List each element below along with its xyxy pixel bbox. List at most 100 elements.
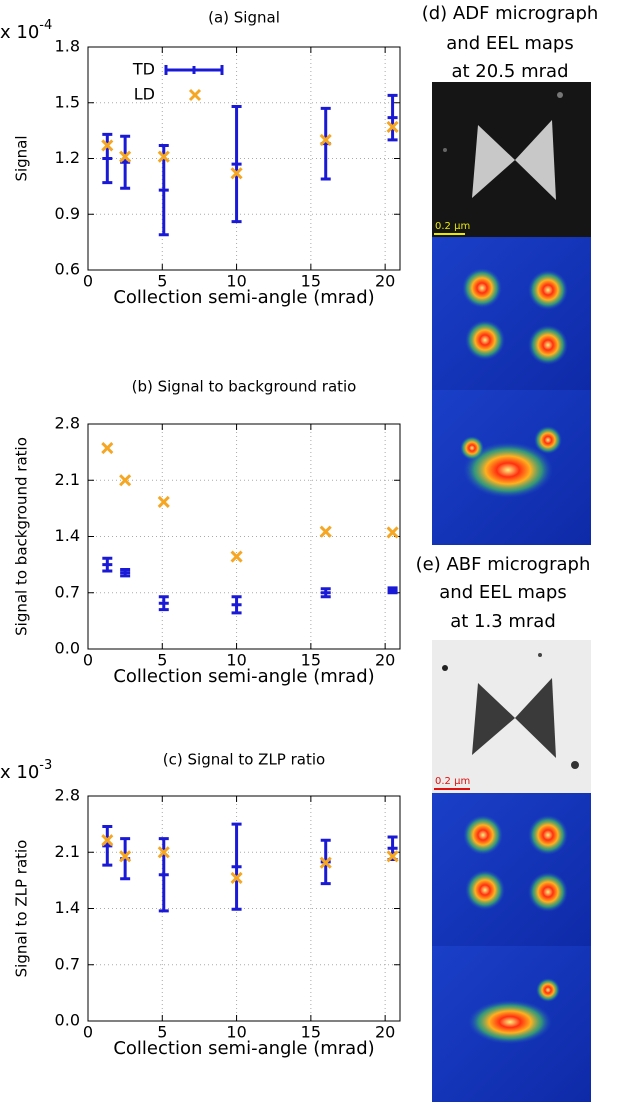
- eel-map: [432, 237, 591, 390]
- ld-marker: [386, 120, 399, 133]
- chart-title: (b) Signal to background ratio: [132, 378, 357, 396]
- y-multiplier-exponent: -3: [39, 758, 52, 773]
- x-axis-label: Collection semi-angle (mrad): [113, 1038, 374, 1059]
- x-tick-label: 0: [83, 272, 93, 291]
- error-bar: [320, 587, 331, 599]
- x-tick-label: 15: [301, 272, 321, 291]
- chart-title: (c) Signal to ZLP ratio: [163, 751, 325, 769]
- panel-title: at 1.3 mrad: [450, 611, 556, 632]
- y-tick-label: 1.5: [55, 92, 80, 111]
- ld-marker: [230, 167, 243, 180]
- panel-title: and EEL maps: [439, 582, 566, 603]
- x-tick-label: 5: [157, 1023, 167, 1042]
- chart: (b) Signal to background ratio Signal to …: [13, 378, 401, 687]
- ld-marker: [319, 856, 332, 869]
- y-multiplier-base: x 10: [0, 22, 39, 43]
- error-bar: [102, 556, 113, 573]
- error-bar: [231, 822, 242, 911]
- y-axis-label: Signal: [13, 135, 31, 181]
- ld-marker: [101, 139, 114, 152]
- chart-title: (a) Signal: [208, 9, 280, 27]
- x-tick-label: 15: [301, 1023, 321, 1042]
- y-tick-label: 2.1: [55, 470, 80, 489]
- chart: (a) Signal x 10-4 Signal Collection semi-an…: [0, 9, 401, 308]
- y-tick-label: 0.6: [55, 260, 80, 279]
- abf-image: 0.2 μm: [432, 640, 591, 793]
- error-bar: [158, 143, 169, 237]
- ld-marker: [157, 150, 170, 163]
- x-tick-label: 20: [375, 651, 395, 670]
- error-bar: [102, 132, 113, 185]
- y-tick-label: 0.0: [55, 639, 80, 658]
- scale-bar-label: 0.2 μm: [435, 221, 470, 232]
- plot-frame: [87, 423, 401, 650]
- y-multiplier-base: x 10: [0, 762, 39, 783]
- y-tick-label: 0.0: [55, 1011, 80, 1030]
- eel-map: [432, 793, 591, 946]
- eel-map: [432, 390, 591, 545]
- legend-label: LD: [134, 85, 155, 104]
- adf-image: 0.2 μm: [432, 82, 591, 237]
- legend-swatch: [164, 65, 224, 75]
- x-tick-label: 10: [226, 1023, 246, 1042]
- legend-swatch: [188, 88, 202, 102]
- ld-marker: [101, 834, 114, 847]
- y-axis-label: Signal to ZLP ratio: [13, 840, 31, 978]
- ld-marker: [386, 850, 399, 863]
- y-tick-label: 2.8: [55, 414, 80, 433]
- y-tick-label: 2.1: [55, 842, 80, 861]
- panel-title: at 20.5 mrad: [452, 61, 569, 82]
- y-tick-label: 0.7: [55, 582, 80, 601]
- ld-marker: [319, 133, 332, 146]
- y-tick-label: 1.4: [55, 526, 80, 545]
- error-bar: [102, 825, 113, 867]
- chart: (c) Signal to ZLP ratio x 10-3 Signal to Z…: [0, 751, 401, 1059]
- plot-frame: [87, 795, 401, 1022]
- panel-title: (d) ADF micrograph: [422, 3, 599, 24]
- y-axis-label: Signal to background ratio: [13, 437, 31, 636]
- error-bar: [158, 837, 169, 913]
- ld-marker: [119, 474, 132, 487]
- panel-title: (e) ABF micrograph: [416, 554, 591, 575]
- y-tick-label: 1.2: [55, 148, 80, 167]
- error-bar: [158, 595, 169, 612]
- plot-frame: [87, 46, 401, 271]
- ld-marker: [101, 442, 114, 455]
- legend-label: TD: [132, 60, 155, 79]
- error-bar: [231, 595, 242, 615]
- error-bar: [231, 104, 242, 224]
- y-tick-label: 2.8: [55, 786, 80, 805]
- error-bar: [320, 106, 331, 181]
- x-tick-label: 5: [157, 651, 167, 670]
- error-bar: [120, 837, 131, 881]
- x-tick-label: 0: [83, 1023, 93, 1042]
- x-axis-label: Collection semi-angle (mrad): [113, 287, 374, 308]
- y-multiplier-exponent: -4: [39, 18, 52, 33]
- x-tick-label: 20: [375, 1023, 395, 1042]
- y-multiplier: x 10-4: [0, 18, 52, 44]
- x-tick-label: 0: [83, 651, 93, 670]
- ld-marker: [157, 495, 170, 509]
- x-tick-label: 5: [157, 272, 167, 291]
- panel-title: and EEL maps: [446, 33, 573, 54]
- ld-marker: [157, 846, 170, 859]
- y-tick-label: 1.8: [55, 37, 80, 56]
- scale-bar-label: 0.2 μm: [435, 776, 470, 787]
- error-bar: [120, 567, 131, 578]
- ld-marker: [119, 850, 132, 863]
- x-tick-label: 15: [301, 651, 321, 670]
- x-tick-label: 10: [226, 272, 246, 291]
- x-axis-label: Collection semi-angle (mrad): [113, 666, 374, 687]
- x-tick-label: 10: [226, 651, 246, 670]
- ld-marker: [230, 550, 243, 563]
- ld-marker: [230, 871, 243, 885]
- eel-map: [432, 946, 591, 1102]
- y-tick-label: 0.9: [55, 204, 80, 223]
- x-tick-label: 20: [375, 272, 395, 291]
- error-bar: [387, 835, 398, 861]
- error-bar: [387, 93, 398, 142]
- y-tick-label: 1.4: [55, 898, 80, 917]
- ld-marker: [119, 150, 132, 163]
